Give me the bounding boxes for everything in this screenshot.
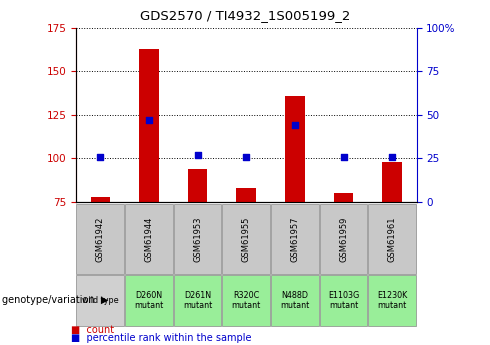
Text: GDS2570 / TI4932_1S005199_2: GDS2570 / TI4932_1S005199_2	[140, 9, 350, 22]
Text: E1103G
mutant: E1103G mutant	[328, 291, 359, 310]
Bar	[91, 197, 110, 202]
Text: N488D
mutant: N488D mutant	[280, 291, 310, 310]
Text: GSM61955: GSM61955	[242, 216, 251, 262]
Bar	[188, 169, 207, 202]
Point	[97, 154, 104, 159]
Point	[291, 122, 299, 128]
Bar	[382, 162, 402, 202]
Point	[145, 117, 153, 123]
Text: ■  count: ■ count	[71, 325, 114, 335]
Point	[388, 154, 396, 159]
Text: GSM61953: GSM61953	[193, 216, 202, 262]
Point	[194, 152, 201, 158]
Text: ■  percentile rank within the sample: ■ percentile rank within the sample	[71, 333, 251, 343]
Point	[340, 154, 347, 159]
Text: GSM61961: GSM61961	[388, 216, 397, 262]
Bar	[334, 193, 353, 202]
Text: wild type: wild type	[82, 296, 119, 305]
Text: E1230K
mutant: E1230K mutant	[377, 291, 407, 310]
Text: GSM61959: GSM61959	[339, 216, 348, 262]
Text: GSM61957: GSM61957	[291, 216, 299, 262]
Text: D261N
mutant: D261N mutant	[183, 291, 212, 310]
Text: genotype/variation  ▶: genotype/variation ▶	[2, 296, 109, 305]
Text: GSM61944: GSM61944	[145, 216, 153, 262]
Bar	[139, 49, 159, 202]
Bar	[285, 96, 305, 202]
Text: D260N
mutant: D260N mutant	[134, 291, 164, 310]
Point	[243, 154, 250, 159]
Text: R320C
mutant: R320C mutant	[232, 291, 261, 310]
Bar	[237, 188, 256, 202]
Text: GSM61942: GSM61942	[96, 216, 105, 262]
